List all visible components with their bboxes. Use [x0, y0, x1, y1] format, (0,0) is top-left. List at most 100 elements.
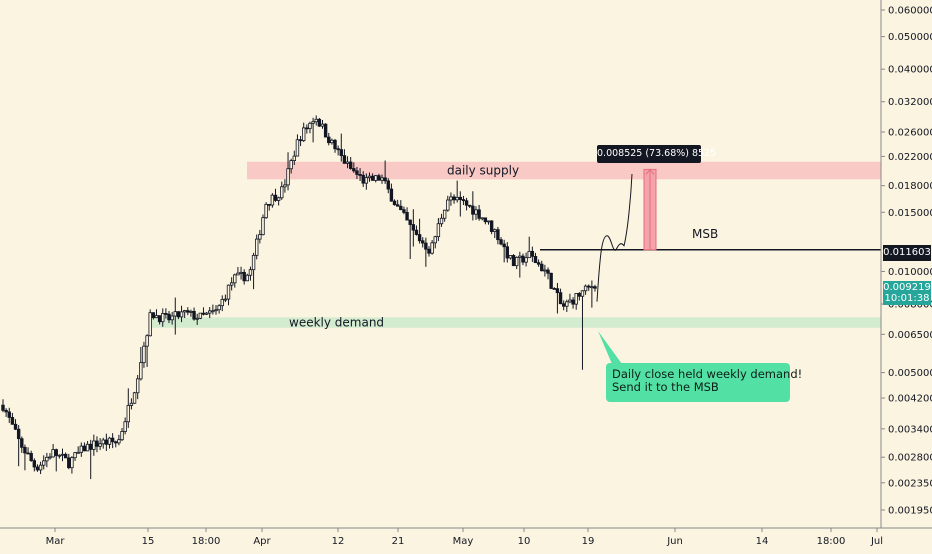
candle-body [32, 460, 37, 468]
candle-body [7, 411, 11, 418]
candle-body [223, 298, 228, 301]
candle-body [54, 449, 58, 456]
candle-body [23, 446, 27, 454]
candle-body [236, 272, 240, 276]
price-tick-label: 0.050000 [888, 32, 932, 43]
daily-supply-label: daily supply [447, 164, 519, 178]
candle-body [486, 220, 491, 223]
candle-body [89, 443, 93, 450]
candle-body [511, 255, 516, 267]
candle-body [593, 286, 597, 289]
candle-body [580, 290, 585, 297]
candle-body [552, 288, 556, 290]
candle-body [436, 223, 441, 238]
callout-pointer [598, 331, 622, 364]
candle-body [104, 439, 109, 445]
candle-body [496, 229, 500, 241]
candle-body [48, 456, 52, 459]
candle-body [364, 177, 369, 184]
candle-body [42, 460, 46, 466]
candle-body [546, 269, 550, 274]
candle-body [536, 262, 541, 265]
candle-body [204, 312, 209, 315]
candle-body [229, 282, 234, 286]
candle-body [317, 118, 322, 127]
price-tick-label: 0.006500 [888, 330, 932, 341]
candle-body [164, 313, 168, 315]
candle-body [13, 423, 18, 430]
candle-body [289, 160, 293, 170]
candle-body [123, 421, 127, 432]
candle-body [201, 312, 206, 315]
projected-path [596, 173, 633, 302]
candle-body [358, 174, 362, 176]
candle-body [514, 256, 519, 267]
candle-body [414, 229, 419, 235]
price-tick-label: 0.003400 [888, 424, 932, 435]
candle-body [314, 118, 318, 123]
msb-price-tag: 0.011603 [883, 245, 931, 261]
candle-body [173, 311, 177, 317]
candle-body [79, 445, 84, 453]
candle-body [433, 236, 437, 244]
candle-body [189, 310, 193, 313]
candle-body [483, 217, 488, 223]
callout-line-1: Daily close held weekly demand! [612, 367, 803, 381]
time-tick-label: 15 [142, 536, 155, 547]
candle-body [114, 441, 118, 444]
candle-body [170, 315, 174, 321]
price-tick-label: 0.010000 [888, 267, 932, 278]
candle-body [73, 452, 77, 459]
candle-body [345, 161, 350, 164]
candle-body [280, 186, 284, 199]
candle-body [524, 257, 528, 263]
candle-body [273, 194, 278, 201]
candle-body [574, 293, 578, 305]
price-axis-bg [881, 0, 932, 550]
time-tick-label: 12 [332, 536, 345, 547]
annotation-callout[interactable]: Daily close held weekly demand! Send it … [606, 363, 803, 402]
candle-body [417, 234, 422, 242]
candle-body [60, 453, 65, 456]
candle-body [239, 271, 243, 274]
measure-arrow-head [645, 168, 655, 175]
candle-body [320, 123, 325, 127]
candle-body [377, 175, 381, 181]
candle-body [110, 437, 115, 443]
candle-body [242, 271, 246, 282]
candle-body [29, 453, 33, 461]
candle-body [508, 255, 513, 259]
candle-body [518, 255, 522, 258]
candle-body [98, 443, 102, 447]
candle-body [286, 168, 290, 186]
price-tick-label: 0.026000 [888, 128, 932, 139]
candle-body [264, 203, 268, 219]
time-tick-label: Jul [870, 536, 883, 547]
price-tick-label: 0.002800 [888, 453, 932, 464]
candle-body [370, 175, 375, 181]
candle-body [530, 250, 535, 257]
candle-body [167, 313, 171, 321]
candle-body [308, 122, 312, 130]
candle-body [76, 451, 80, 454]
candle-body [67, 457, 71, 469]
candle-body [1, 404, 5, 411]
candle-body [474, 209, 478, 215]
candle-body [38, 464, 43, 471]
candle-body [464, 200, 469, 206]
price-tick-label: 0.004200 [888, 394, 932, 405]
candle-body [135, 378, 140, 394]
candle-body [10, 417, 15, 425]
weekly-demand-zone [150, 317, 881, 328]
candle-body [549, 272, 553, 289]
candle-body [295, 139, 300, 157]
candle-body [101, 439, 105, 445]
candle-body [455, 196, 459, 201]
candle-body [151, 312, 156, 319]
zone-layer: daily supply weekly demand [150, 161, 881, 330]
candle-body [458, 196, 463, 200]
candle-body [499, 239, 503, 245]
candle-body [120, 431, 124, 441]
